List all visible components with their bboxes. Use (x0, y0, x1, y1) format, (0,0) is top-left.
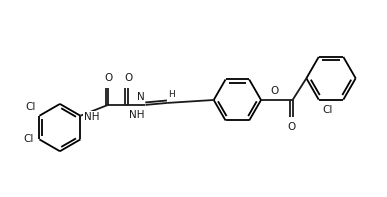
Text: O: O (271, 86, 279, 96)
Text: Cl: Cl (25, 102, 36, 112)
Text: H: H (168, 90, 175, 99)
Text: O: O (105, 73, 113, 83)
Text: O: O (125, 73, 133, 83)
Text: NH: NH (84, 112, 100, 122)
Text: Cl: Cl (23, 134, 34, 144)
Text: N: N (137, 92, 144, 102)
Text: NH: NH (129, 110, 144, 120)
Text: Cl: Cl (323, 105, 333, 115)
Text: O: O (288, 122, 296, 132)
